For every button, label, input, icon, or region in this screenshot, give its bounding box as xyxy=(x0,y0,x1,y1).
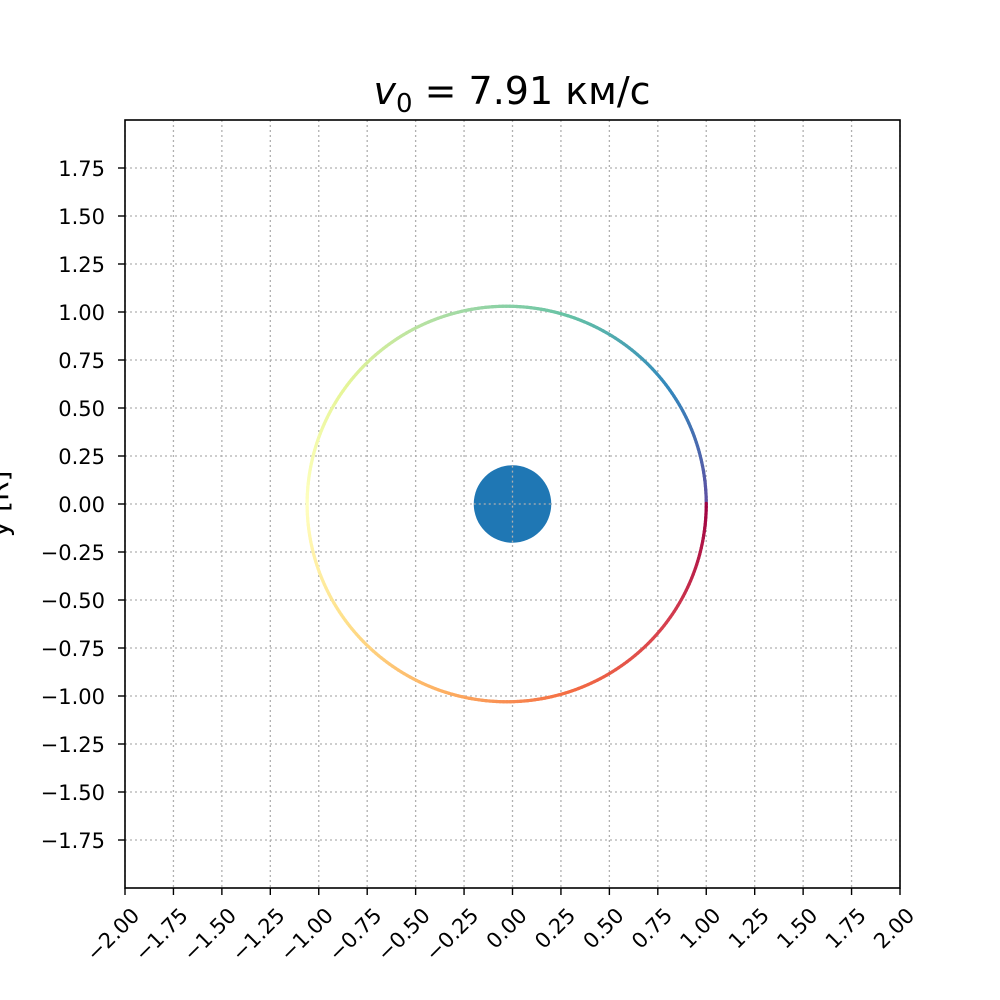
y-tick-label: −0.50 xyxy=(41,589,105,613)
grid xyxy=(124,120,901,888)
y-tick-label: −1.25 xyxy=(41,733,105,757)
y-tick-label: −1.75 xyxy=(41,829,105,853)
title-subscript: 0 xyxy=(396,89,413,119)
chart-title: v0 = 7.91 км/с xyxy=(373,69,650,119)
y-tick-label: −1.00 xyxy=(41,685,105,709)
orbit-trajectory xyxy=(305,304,708,704)
y-tick-label: 1.25 xyxy=(58,253,105,277)
y-tick-label: 0.00 xyxy=(58,493,105,517)
y-tick-label: 1.00 xyxy=(58,301,105,325)
title-variable: v xyxy=(373,69,396,113)
title-rest: = 7.91 км/с xyxy=(413,69,651,113)
y-tick-label: 1.50 xyxy=(58,205,105,229)
y-axis: 1.75 1.50 1.25 1.00 0.75 0.50 0.25 0.00 −0.25 −0.… xyxy=(41,157,125,853)
y-axis-label: y [R] xyxy=(0,471,15,538)
planet-disk xyxy=(473,465,552,543)
y-tick-label: 0.50 xyxy=(58,397,105,421)
y-tick-label: 1.75 xyxy=(58,157,105,181)
planet xyxy=(473,465,552,543)
y-tick-label: −0.75 xyxy=(41,637,105,661)
y-tick-label: −0.25 xyxy=(41,541,105,565)
y-tick-label: 0.75 xyxy=(58,349,105,373)
y-tick-label: −1.50 xyxy=(41,781,105,805)
y-tick-label: 0.25 xyxy=(58,445,105,469)
